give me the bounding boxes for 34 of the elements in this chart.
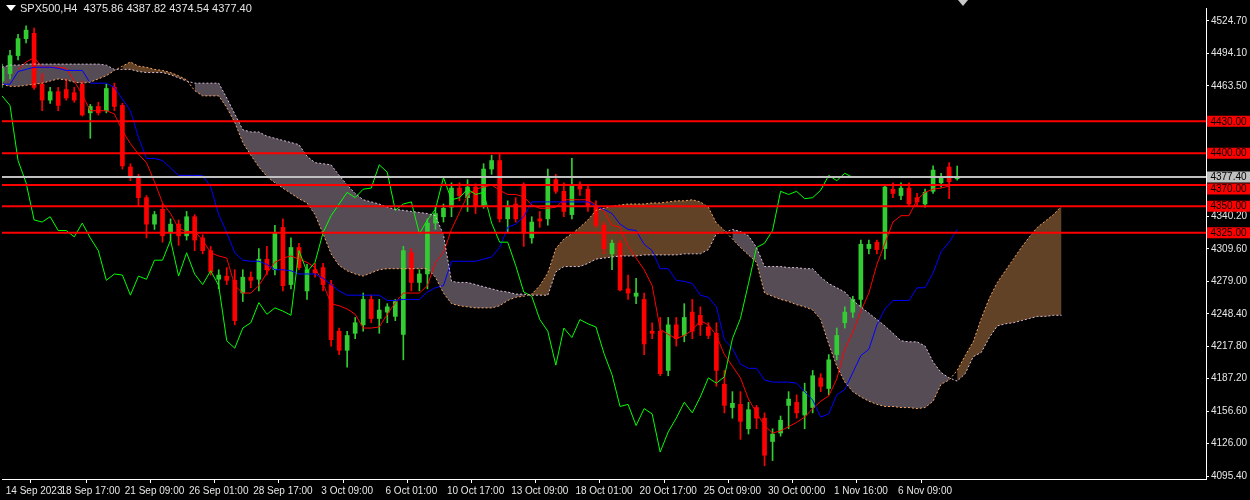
ref-line-label: 4400.00 [1210,147,1248,159]
x-tick-label: 25 Oct 09:00 [703,484,762,496]
ref-line-label: 4350.00 [1210,200,1248,212]
x-tick-label: 14 Sep 2023 [5,484,63,496]
y-tick-label: 4126.00 [1211,437,1248,449]
x-tick-label: 21 Sep 09:00 [124,484,185,496]
x-tick-label: 20 Oct 17:00 [639,484,698,496]
x-tick-label: 1 Nov 16:00 [833,484,889,496]
y-tick-label: 4248.40 [1211,307,1248,319]
y-tick-label: 4187.20 [1211,372,1248,384]
y-tick-label: 4095.40 [1211,469,1248,481]
x-tick-label: 28 Sep 17:00 [253,484,314,496]
y-tick-label: 4524.70 [1211,14,1248,26]
x-tick-label: 13 Oct 09:00 [511,484,569,496]
x-tick-label: 6 Nov 09:00 [898,484,953,496]
y-tick-label: 4340.20 [1211,210,1248,222]
x-tick-label: 10 Oct 17:00 [446,484,505,496]
y-tick-label: 4463.50 [1211,79,1248,91]
y-tick-label: 4156.60 [1211,404,1248,416]
y-tick-label: 4309.60 [1211,242,1248,254]
x-tick-label: 18 Oct 01:00 [575,484,634,496]
ref-line-label: 4377.40 [1210,171,1248,183]
y-tick-label: 4494.10 [1211,47,1248,59]
x-tick-label: 3 Oct 09:00 [321,484,374,496]
ref-line-label: 4325.00 [1210,226,1248,238]
ref-line-label: 4430.00 [1210,115,1248,127]
chart-title: SPX500,H4 4375.86 4387.82 4374.54 4377.40 [20,2,252,14]
y-tick-label: 4217.80 [1211,340,1248,352]
x-tick-label: 26 Sep 01:00 [188,484,249,496]
ref-line-label: 4370.00 [1210,183,1248,195]
x-tick-label: 30 Oct 00:00 [768,484,826,496]
x-tick-label: 18 Sep 17:00 [60,484,121,496]
x-tick-label: 6 Oct 01:00 [385,484,438,496]
y-tick-label: 4279.00 [1211,275,1248,287]
